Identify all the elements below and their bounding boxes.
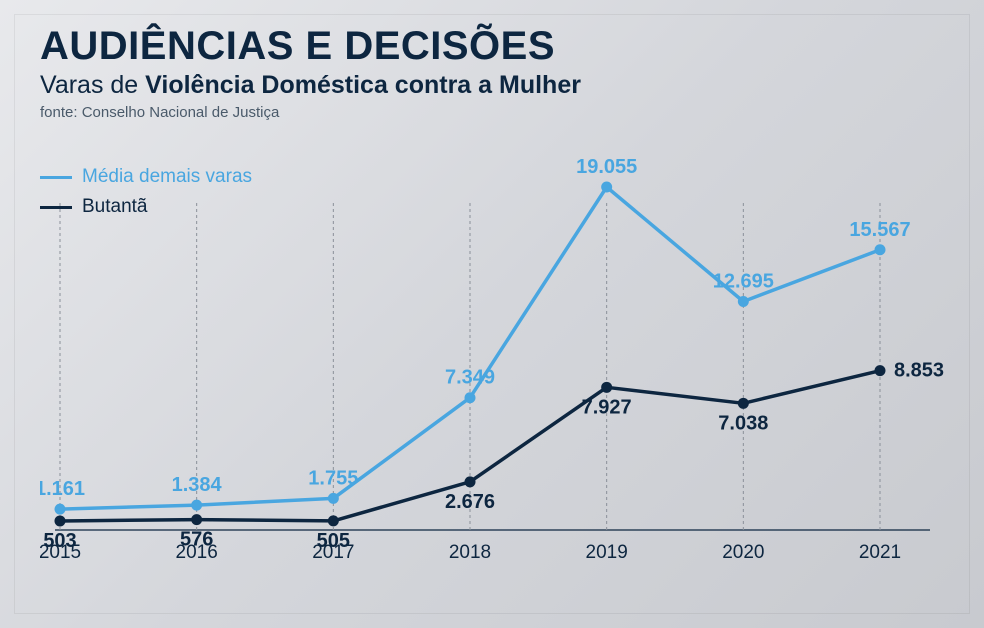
data-label: 15.567 [849,219,910,241]
data-point [738,398,749,409]
subtitle-bold: Violência Doméstica contra a Mulher [145,71,581,99]
data-label: 503 [43,530,76,552]
data-label: 7.349 [445,367,495,389]
chart-subtitle: Varas de Violência Doméstica contra a Mu… [40,71,581,100]
data-label: 8.853 [894,360,944,382]
data-point [191,500,202,511]
data-point [875,244,886,255]
data-label: 7.927 [582,396,632,418]
data-point [601,382,612,393]
data-point [465,476,476,487]
data-point [738,296,749,307]
data-point [465,392,476,403]
data-point [875,365,886,376]
data-label: 2.676 [445,491,495,513]
chart-source: fonte: Conselho Nacional de Justiça [40,104,581,121]
data-label: 576 [180,529,213,551]
subtitle-prefix: Varas de [40,71,145,99]
data-label: 12.695 [713,270,774,292]
data-label: 1.755 [308,467,358,489]
chart-svg: 20152016201720182019202020211.1611.3841.… [40,150,944,598]
data-point [191,514,202,525]
data-label: 505 [317,530,350,552]
line-chart: 20152016201720182019202020211.1611.3841.… [40,150,944,598]
data-point [55,515,66,526]
data-point [55,504,66,515]
data-label: 19.055 [576,156,637,178]
data-point [328,515,339,526]
data-label: 1.161 [40,478,85,500]
year-label: 2021 [859,542,901,563]
chart-title: AUDIÊNCIAS E DECISÕES [40,24,581,69]
data-label: 7.038 [718,412,768,434]
year-label: 2020 [722,542,764,563]
header-block: AUDIÊNCIAS E DECISÕES Varas de Violência… [40,24,581,121]
year-label: 2018 [449,542,491,563]
data-point [601,182,612,193]
data-point [328,493,339,504]
year-label: 2019 [586,542,628,563]
data-label: 1.384 [172,474,223,496]
